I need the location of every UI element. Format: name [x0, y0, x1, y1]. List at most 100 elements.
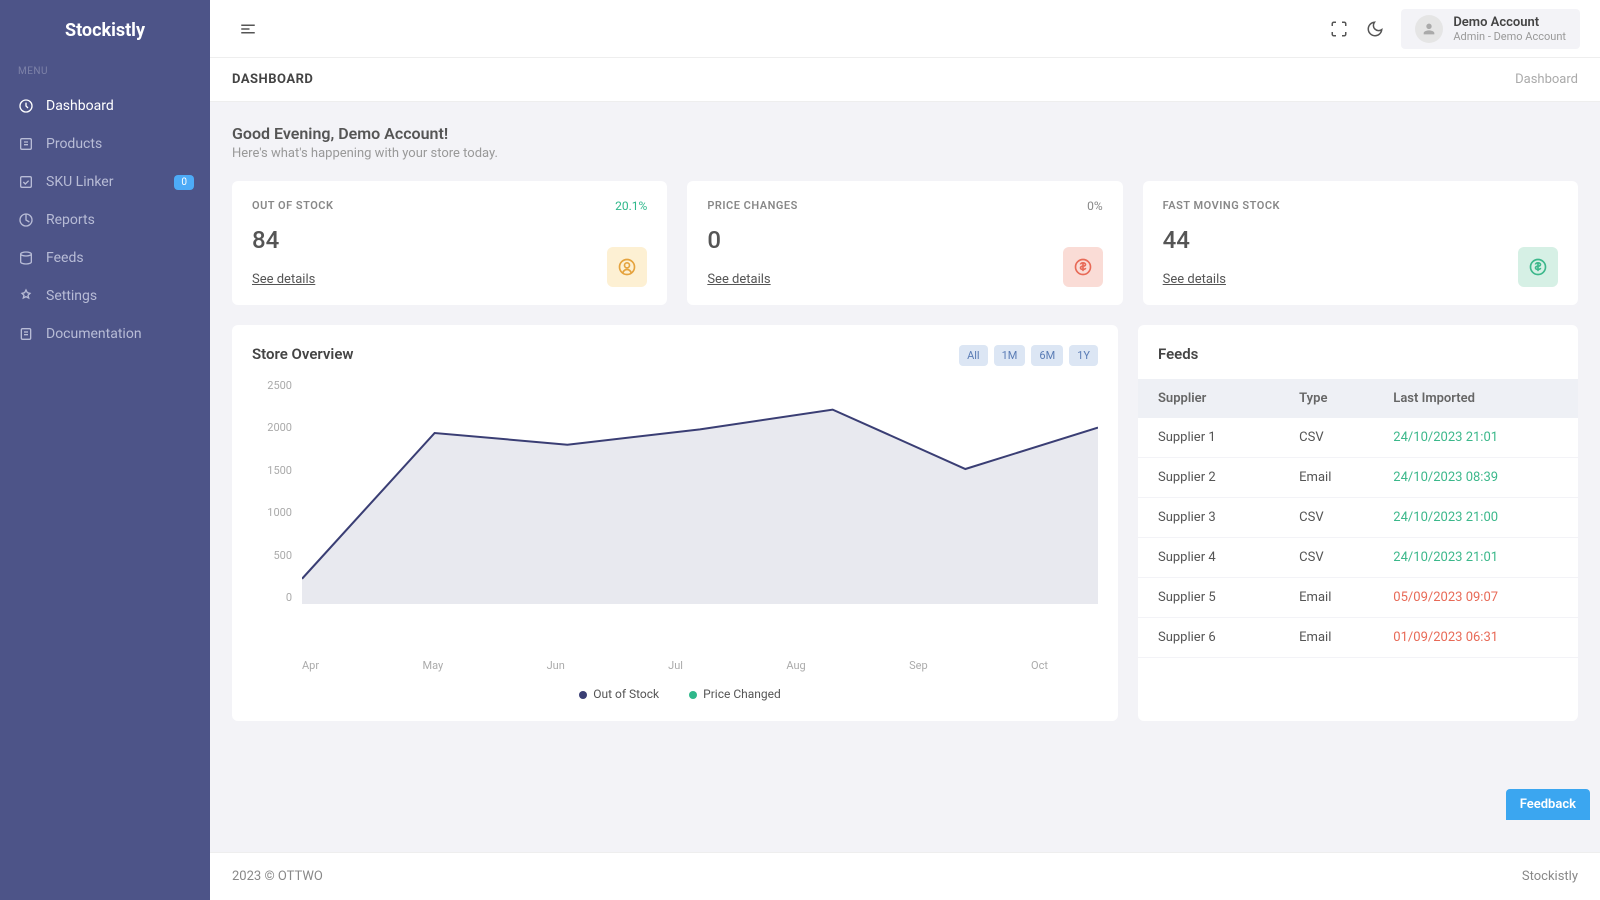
sidebar-item-sku-linker[interactable]: SKU Linker 0	[0, 163, 210, 201]
card-title: PRICE CHANGES	[707, 199, 1102, 212]
sidebar-item-reports[interactable]: Reports	[0, 201, 210, 239]
ytick: 2000	[267, 421, 292, 434]
chart-yaxis: 25002000150010005000	[252, 379, 302, 604]
app-logo[interactable]: Stockistly	[0, 20, 210, 41]
feeds-row[interactable]: Supplier 1CSV24/10/2023 21:01	[1138, 418, 1578, 458]
content: Good Evening, Demo Account! Here's what'…	[210, 102, 1600, 852]
page-title: DASHBOARD	[232, 72, 313, 87]
cell-supplier: Supplier 5	[1158, 590, 1299, 605]
cell-date: 24/10/2023 08:39	[1393, 470, 1558, 485]
sidebar-item-settings[interactable]: Settings	[0, 277, 210, 315]
card-icon	[1518, 247, 1558, 287]
topbar: Demo Account Admin - Demo Account	[210, 0, 1600, 58]
nav-label: Reports	[46, 212, 95, 228]
chart-filter-1y[interactable]: 1Y	[1069, 345, 1098, 366]
chart-area-fill	[302, 410, 1098, 604]
cell-type: CSV	[1299, 510, 1393, 525]
ytick: 500	[273, 549, 292, 562]
feeds-header: Supplier Type Last Imported	[1138, 379, 1578, 418]
cell-type: Email	[1299, 470, 1393, 485]
sidebar-item-documentation[interactable]: Documentation	[0, 315, 210, 353]
cell-type: Email	[1299, 590, 1393, 605]
cell-supplier: Supplier 3	[1158, 510, 1299, 525]
see-details-link[interactable]: See details	[1163, 272, 1226, 287]
feeds-row[interactable]: Supplier 5Email05/09/2023 09:07	[1138, 578, 1578, 618]
see-details-link[interactable]: See details	[707, 272, 770, 287]
avatar-icon	[1415, 15, 1443, 43]
xtick: Sep	[909, 659, 928, 672]
feeds-row[interactable]: Supplier 4CSV24/10/2023 21:01	[1138, 538, 1578, 578]
fullscreen-icon[interactable]	[1321, 11, 1357, 47]
feeds-panel: Feeds Supplier Type Last Imported Suppli…	[1138, 325, 1578, 721]
user-menu[interactable]: Demo Account Admin - Demo Account	[1401, 9, 1580, 49]
footer-left: 2023 © OTTWO	[232, 869, 323, 884]
user-role: Admin - Demo Account	[1453, 30, 1566, 43]
menu-toggle-icon[interactable]	[230, 11, 266, 47]
stat-card: FAST MOVING STOCK44See details	[1143, 181, 1578, 305]
card-pct: 20.1%	[615, 199, 647, 213]
see-details-link[interactable]: See details	[252, 272, 315, 287]
footer-right: Stockistly	[1522, 869, 1578, 884]
nav-label: SKU Linker	[46, 174, 113, 190]
main: Demo Account Admin - Demo Account DASHBO…	[210, 0, 1600, 900]
cell-type: CSV	[1299, 550, 1393, 565]
cell-date: 24/10/2023 21:01	[1393, 430, 1558, 445]
nav-label: Products	[46, 136, 102, 152]
sidebar-item-feeds[interactable]: Feeds	[0, 239, 210, 277]
chart-filters: All 1M6M 1Y	[959, 345, 1098, 366]
cell-date: 05/09/2023 09:07	[1393, 590, 1558, 605]
footer: 2023 © OTTWO Stockistly	[210, 852, 1600, 900]
sidebar-item-products[interactable]: Products	[0, 125, 210, 163]
ytick: 1500	[267, 464, 292, 477]
stat-card: OUT OF STOCK20.1% 84 See details	[232, 181, 667, 305]
chart-xaxis: Apr May Jun Jul Aug Sep Oct	[252, 659, 1098, 672]
chart-filter-all[interactable]: All	[959, 345, 988, 366]
cell-supplier: Supplier 4	[1158, 550, 1299, 565]
cell-date: 24/10/2023 21:01	[1393, 550, 1558, 565]
nav-badge: 0	[174, 175, 194, 190]
feedback-button[interactable]: Feedback	[1506, 789, 1590, 820]
nav-label: Settings	[46, 288, 97, 304]
card-value: 84	[252, 226, 647, 254]
col-date: Last Imported	[1393, 391, 1558, 406]
xtick: Oct	[1031, 659, 1048, 672]
cell-date: 01/09/2023 06:31	[1393, 630, 1558, 645]
xtick: Apr	[302, 659, 319, 672]
ytick: 1000	[267, 506, 292, 519]
cards-row: OUT OF STOCK20.1%84See detailsPRICE CHAN…	[232, 181, 1578, 305]
col-supplier: Supplier	[1158, 391, 1299, 406]
feeds-table: Supplier Type Last Imported Supplier 1CS…	[1138, 379, 1578, 658]
xtick: Jun	[547, 659, 565, 672]
dark-mode-icon[interactable]	[1357, 11, 1393, 47]
xtick: Jul	[668, 659, 683, 672]
cell-supplier: Supplier 6	[1158, 630, 1299, 645]
breadcrumb[interactable]: Dashboard	[1515, 72, 1578, 87]
legend-item: Price Changed	[679, 687, 781, 701]
card-title: OUT OF STOCK	[252, 199, 647, 212]
nav-label: Feeds	[46, 250, 84, 266]
xtick: May	[422, 659, 443, 672]
card-title: FAST MOVING STOCK	[1163, 199, 1558, 212]
sidebar: Stockistly MENU Dashboard Products SKU Lin…	[0, 0, 210, 900]
xtick: Aug	[786, 659, 805, 672]
nav-label: Dashboard	[46, 98, 114, 114]
feeds-row[interactable]: Supplier 6Email01/09/2023 06:31	[1138, 618, 1578, 658]
chart-area: 25002000150010005000	[252, 379, 1098, 649]
col-type: Type	[1299, 391, 1393, 406]
feeds-row[interactable]: Supplier 2Email24/10/2023 08:39	[1138, 458, 1578, 498]
menu-label: MENU	[0, 66, 210, 77]
feeds-row[interactable]: Supplier 3CSV24/10/2023 21:00	[1138, 498, 1578, 538]
cell-type: CSV	[1299, 430, 1393, 445]
stat-card: PRICE CHANGES0%0See details	[687, 181, 1122, 305]
cell-type: Email	[1299, 630, 1393, 645]
sidebar-item-dashboard[interactable]: Dashboard	[0, 87, 210, 125]
chart-plot	[302, 379, 1098, 649]
chart-legend: Out of StockPrice Changed	[252, 687, 1098, 701]
nav-label: Documentation	[46, 326, 142, 342]
chart-filter-1m[interactable]: 1M	[994, 345, 1026, 366]
cell-supplier: Supplier 2	[1158, 470, 1299, 485]
chart-filter-6m[interactable]: 6M	[1031, 345, 1063, 366]
card-icon	[607, 247, 647, 287]
card-icon	[1063, 247, 1103, 287]
feeds-title: Feeds	[1138, 345, 1578, 363]
